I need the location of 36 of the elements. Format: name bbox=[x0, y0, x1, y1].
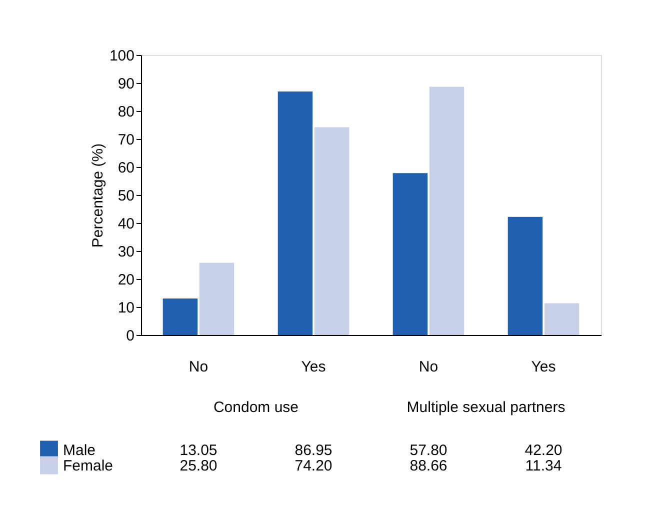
y-tick-label: 70 bbox=[118, 132, 134, 148]
y-tick-label: 60 bbox=[118, 160, 134, 176]
bar bbox=[162, 298, 198, 335]
text: Condom use bbox=[213, 399, 299, 416]
y-tick-label: 50 bbox=[118, 188, 134, 204]
y-axis-title: Percentage (%) bbox=[89, 143, 106, 248]
y-tick-label: 10 bbox=[118, 300, 134, 316]
bar bbox=[392, 173, 428, 335]
data-label: 74.20 bbox=[294, 457, 332, 474]
data-label: 42.20 bbox=[524, 442, 562, 459]
legend-label: Female bbox=[63, 457, 114, 474]
y-tick-label: 30 bbox=[118, 244, 134, 260]
x-tick-label: No bbox=[188, 358, 208, 376]
data-label: 88.66 bbox=[410, 457, 448, 474]
bar bbox=[278, 92, 313, 335]
bar bbox=[314, 127, 350, 335]
y-tick-label: 100 bbox=[109, 48, 134, 64]
y-tick-label: 40 bbox=[118, 216, 134, 232]
y-tick-label: 20 bbox=[118, 272, 134, 288]
data-label: 57.80 bbox=[410, 442, 448, 459]
bar bbox=[199, 262, 234, 335]
y-tick-label: 0 bbox=[126, 328, 134, 344]
bar bbox=[544, 303, 580, 335]
y-tick-label: 80 bbox=[118, 104, 134, 120]
data-label: 86.95 bbox=[294, 442, 332, 459]
data-label: 25.80 bbox=[180, 457, 218, 474]
text: Multiple sexual partners bbox=[406, 399, 566, 416]
legend-label: Male bbox=[63, 442, 96, 459]
data-label: 13.05 bbox=[180, 442, 218, 459]
y-tick-label: 90 bbox=[118, 76, 134, 92]
x-tick-label: Yes bbox=[301, 358, 326, 376]
bar bbox=[508, 216, 543, 335]
x-tick-label: No bbox=[418, 358, 438, 376]
data-label: 11.34 bbox=[525, 457, 562, 474]
bar bbox=[429, 86, 464, 335]
x-tick-label: Yes bbox=[531, 358, 556, 376]
